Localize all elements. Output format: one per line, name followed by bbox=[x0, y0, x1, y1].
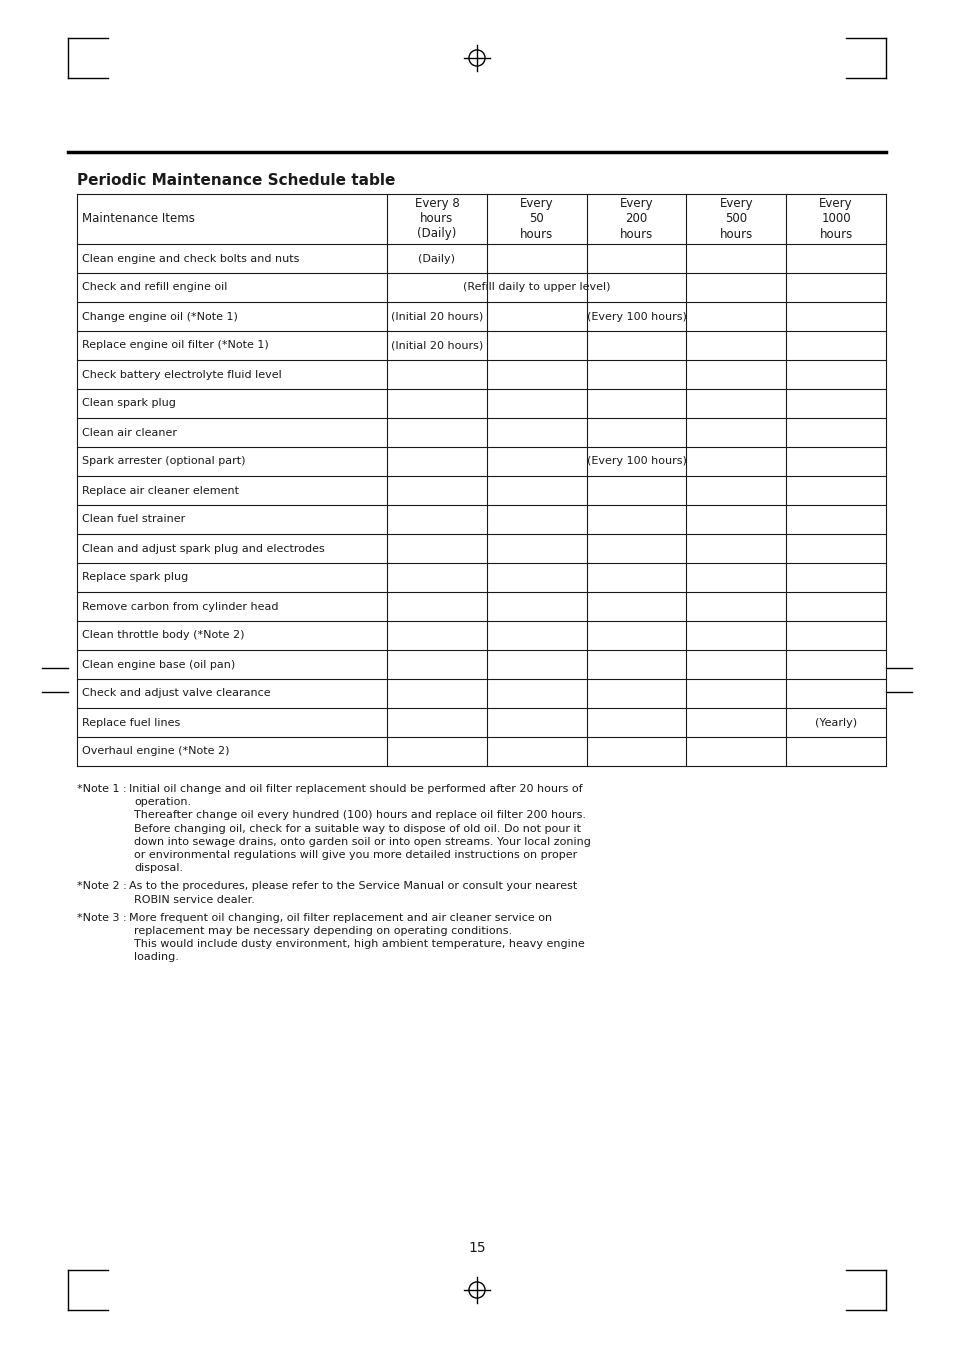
Text: More frequent oil changing, oil filter replacement and air cleaner service on: More frequent oil changing, oil filter r… bbox=[129, 913, 552, 923]
Text: This would include dusty environment, high ambient temperature, heavy engine: This would include dusty environment, hi… bbox=[133, 940, 584, 949]
Text: (Yearly): (Yearly) bbox=[814, 717, 856, 728]
Text: Check and adjust valve clearance: Check and adjust valve clearance bbox=[82, 689, 271, 698]
Text: (Refill daily to upper level): (Refill daily to upper level) bbox=[462, 283, 610, 293]
Text: Every
200
hours: Every 200 hours bbox=[619, 198, 653, 240]
Text: Clean spark plug: Clean spark plug bbox=[82, 399, 175, 408]
Text: ROBIN service dealer.: ROBIN service dealer. bbox=[133, 895, 254, 905]
Text: down into sewage drains, onto garden soil or into open streams. Your local zonin: down into sewage drains, onto garden soi… bbox=[133, 837, 590, 847]
Text: Clean fuel strainer: Clean fuel strainer bbox=[82, 515, 185, 524]
Text: Replace air cleaner element: Replace air cleaner element bbox=[82, 485, 239, 496]
Text: Remove carbon from cylinder head: Remove carbon from cylinder head bbox=[82, 601, 278, 612]
Text: *Note 1 :: *Note 1 : bbox=[77, 785, 130, 794]
Text: Periodic Maintenance Schedule table: Periodic Maintenance Schedule table bbox=[77, 173, 395, 187]
Text: Change engine oil (*Note 1): Change engine oil (*Note 1) bbox=[82, 311, 237, 322]
Text: Initial oil change and oil filter replacement should be performed after 20 hours: Initial oil change and oil filter replac… bbox=[129, 785, 582, 794]
Text: Clean engine base (oil pan): Clean engine base (oil pan) bbox=[82, 659, 235, 670]
Text: Check and refill engine oil: Check and refill engine oil bbox=[82, 283, 227, 293]
Text: Clean throttle body (*Note 2): Clean throttle body (*Note 2) bbox=[82, 631, 244, 640]
Text: Every
1000
hours: Every 1000 hours bbox=[819, 198, 852, 240]
Text: (Every 100 hours): (Every 100 hours) bbox=[586, 457, 686, 466]
Text: Clean engine and check bolts and nuts: Clean engine and check bolts and nuts bbox=[82, 253, 299, 263]
Text: Thereafter change oil every hundred (100) hours and replace oil filter 200 hours: Thereafter change oil every hundred (100… bbox=[133, 810, 585, 821]
Text: 15: 15 bbox=[468, 1242, 485, 1255]
Text: Every
500
hours: Every 500 hours bbox=[719, 198, 752, 240]
Text: operation.: operation. bbox=[133, 797, 191, 807]
Text: or environmental regulations will give you more detailed instructions on proper: or environmental regulations will give y… bbox=[133, 851, 577, 860]
Text: Clean and adjust spark plug and electrodes: Clean and adjust spark plug and electrod… bbox=[82, 543, 324, 554]
Text: (Initial 20 hours): (Initial 20 hours) bbox=[391, 341, 482, 350]
Text: Overhaul engine (*Note 2): Overhaul engine (*Note 2) bbox=[82, 747, 230, 756]
Text: replacement may be necessary depending on operating conditions.: replacement may be necessary depending o… bbox=[133, 926, 512, 936]
Text: Replace engine oil filter (*Note 1): Replace engine oil filter (*Note 1) bbox=[82, 341, 269, 350]
Text: Maintenance Items: Maintenance Items bbox=[82, 213, 194, 225]
Text: *Note 3 :: *Note 3 : bbox=[77, 913, 130, 923]
Text: Replace fuel lines: Replace fuel lines bbox=[82, 717, 180, 728]
Text: Every 8
hours
(Daily): Every 8 hours (Daily) bbox=[415, 198, 458, 240]
Text: Replace spark plug: Replace spark plug bbox=[82, 573, 188, 582]
Text: disposal.: disposal. bbox=[133, 863, 183, 874]
Text: (Every 100 hours): (Every 100 hours) bbox=[586, 311, 686, 322]
Text: As to the procedures, please refer to the Service Manual or consult your nearest: As to the procedures, please refer to th… bbox=[129, 882, 577, 891]
Text: Check battery electrolyte fluid level: Check battery electrolyte fluid level bbox=[82, 369, 281, 380]
Text: loading.: loading. bbox=[133, 953, 178, 962]
Text: (Daily): (Daily) bbox=[418, 253, 455, 263]
Text: Clean air cleaner: Clean air cleaner bbox=[82, 427, 177, 438]
Text: (Initial 20 hours): (Initial 20 hours) bbox=[391, 311, 482, 322]
Text: Every
50
hours: Every 50 hours bbox=[519, 198, 553, 240]
Text: Spark arrester (optional part): Spark arrester (optional part) bbox=[82, 457, 245, 466]
Text: Before changing oil, check for a suitable way to dispose of old oil. Do not pour: Before changing oil, check for a suitabl… bbox=[133, 824, 580, 833]
Text: *Note 2 :: *Note 2 : bbox=[77, 882, 131, 891]
